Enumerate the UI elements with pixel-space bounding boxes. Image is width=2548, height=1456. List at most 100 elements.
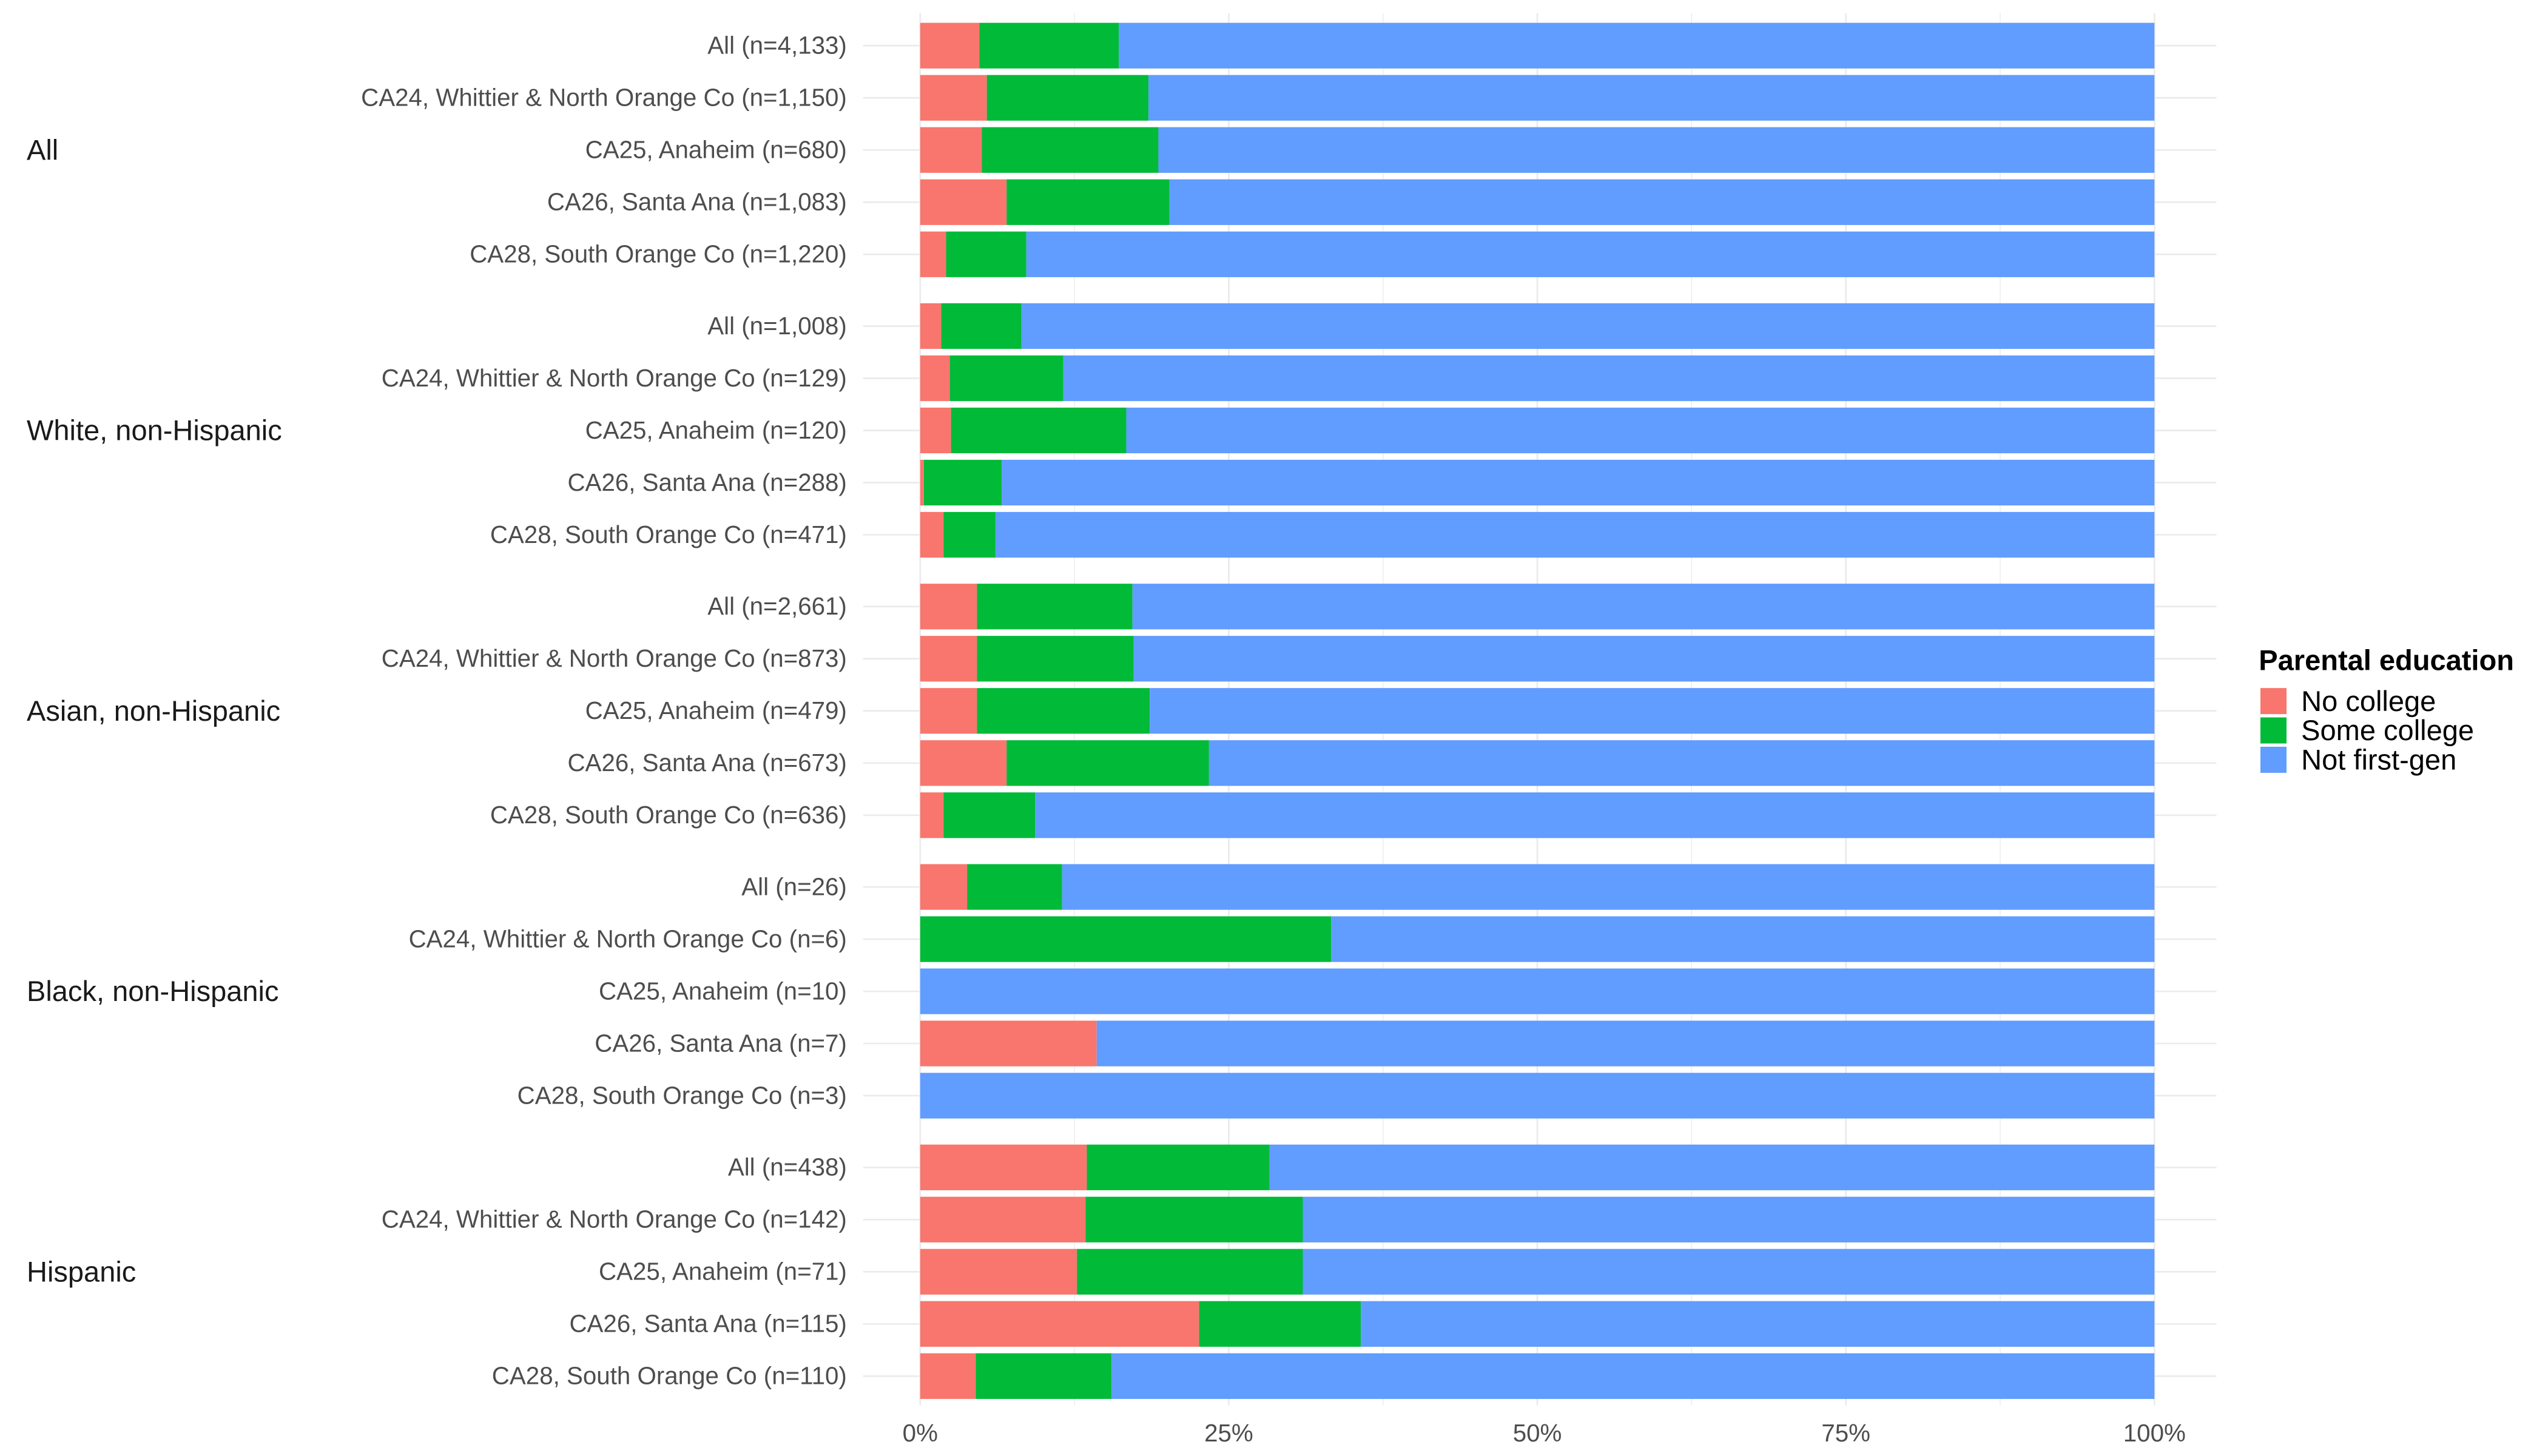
bar-segment-no-college (920, 1144, 1087, 1190)
legend-swatch (2260, 688, 2287, 715)
bar-segment-not-first-gen (1002, 459, 2155, 506)
bar-segment-not-first-gen (1303, 1196, 2155, 1242)
x-tick-label: 50% (1513, 1420, 1562, 1447)
bar-segment-not-first-gen (1063, 355, 2155, 402)
row-label: All (n=2,661) (707, 593, 847, 620)
bar-segment-some-college (1077, 1249, 1303, 1295)
bar-segment-not-first-gen (1096, 1020, 2155, 1067)
bar-segment-no-college (920, 459, 924, 506)
bar-segment-no-college (920, 1353, 976, 1399)
x-tick-label: 0% (903, 1420, 938, 1447)
bar-segment-not-first-gen (920, 1073, 2155, 1119)
bar-segment-no-college (920, 1020, 1097, 1067)
legend-entry: Some college (2301, 714, 2474, 746)
bar-segment-some-college (967, 864, 1062, 910)
bar-segment-not-first-gen (1148, 75, 2155, 121)
row-label: CA25, Anaheim (n=71) (599, 1258, 847, 1286)
row-label: CA28, South Orange Co (n=3) (517, 1082, 847, 1109)
row-label: CA25, Anaheim (n=479) (585, 697, 847, 724)
legend-title: Parental education (2259, 644, 2514, 676)
bar-segment-not-first-gen (1119, 22, 2155, 69)
bar-segment-no-college (920, 740, 1007, 786)
bar-segment-no-college (920, 1249, 1077, 1295)
bar-segment-no-college (920, 407, 951, 454)
row-label: CA28, South Orange Co (n=110) (492, 1363, 847, 1390)
bar-segment-some-college (1199, 1301, 1361, 1347)
bar-segment-some-college (941, 303, 1022, 349)
row-label: CA26, Santa Ana (n=288) (567, 469, 846, 496)
row-label: All (n=1,008) (707, 312, 847, 340)
bar-segment-not-first-gen (920, 968, 2155, 1014)
row-label: CA25, Anaheim (n=680) (585, 136, 847, 164)
bar-segment-some-college (1085, 1196, 1303, 1242)
x-axis: 0% 25% 50% 75% 100% (903, 1420, 2186, 1447)
bar-segment-not-first-gen (1158, 127, 2155, 173)
bar-segment-not-first-gen (1303, 1249, 2155, 1295)
bar-segment-no-college (920, 792, 944, 838)
x-tick-label: 100% (2123, 1420, 2186, 1447)
row-label: CA28, South Orange Co (n=471) (490, 521, 847, 548)
bar-segment-not-first-gen (1133, 636, 2155, 682)
bar-segment-some-college (976, 1353, 1112, 1399)
row-label: CA28, South Orange Co (n=1,220) (470, 241, 847, 268)
row-label: CA25, Anaheim (n=120) (585, 417, 847, 444)
legend-swatch (2260, 717, 2287, 744)
bar-segment-some-college (979, 22, 1119, 69)
bar-segment-some-college (1087, 1144, 1270, 1190)
bar-segment-not-first-gen (1111, 1353, 2155, 1399)
row-label: All (n=26) (741, 873, 847, 900)
bar-segment-some-college (923, 459, 1002, 506)
bar-segment-no-college (920, 688, 977, 734)
row-label: CA24, Whittier & North Orange Co (n=873) (382, 645, 847, 672)
bar-segment-no-college (920, 584, 977, 630)
bar-segment-some-college (946, 231, 1026, 277)
row-label: CA24, Whittier & North Orange Co (n=142) (382, 1206, 847, 1233)
row-label: CA25, Anaheim (n=10) (599, 977, 847, 1005)
bar-segment-some-college (1006, 179, 1170, 225)
bar-segment-not-first-gen (995, 511, 2155, 558)
bar-segment-no-college (920, 1196, 1086, 1242)
row-label: CA26, Santa Ana (n=7) (595, 1030, 847, 1057)
bar-segment-no-college (920, 75, 987, 121)
row-label: CA24, Whittier & North Orange Co (n=129) (382, 365, 847, 392)
bar-segment-no-college (920, 231, 946, 277)
bar-segment-not-first-gen (1208, 740, 2155, 786)
bar-segment-not-first-gen (1269, 1144, 2155, 1190)
bar-segment-some-college (1006, 740, 1209, 786)
row-labels: All (n=4,133) CA24, Whittier & North Oran… (27, 32, 847, 1390)
bar-segment-not-first-gen (1021, 303, 2155, 349)
x-tick-label: 75% (1821, 1420, 1870, 1447)
bar-segment-no-college (920, 511, 944, 558)
bar-segment-not-first-gen (1035, 792, 2155, 838)
bar-segment-no-college (920, 127, 982, 173)
group-label: White, non-Hispanic (27, 414, 282, 447)
row-label: All (n=4,133) (707, 32, 847, 59)
bar-segment-some-college (943, 511, 996, 558)
bars (920, 22, 2155, 1399)
bar-segment-some-college (920, 916, 1332, 962)
x-tick-label: 25% (1204, 1420, 1253, 1447)
bar-segment-some-college (977, 636, 1134, 682)
bar-segment-some-college (986, 75, 1149, 121)
legend-entry: Not first-gen (2301, 744, 2456, 776)
bar-segment-some-college (951, 407, 1127, 454)
bar-segment-some-college (977, 688, 1150, 734)
bar-segment-not-first-gen (1062, 864, 2155, 910)
bar-segment-no-college (920, 303, 942, 349)
group-label: All (27, 133, 58, 166)
group-label: Hispanic (27, 1255, 136, 1287)
group-label: Asian, non-Hispanic (27, 695, 280, 727)
bar-segment-not-first-gen (1026, 231, 2155, 277)
row-label: CA28, South Orange Co (n=636) (490, 801, 847, 829)
row-label: CA26, Santa Ana (n=1,083) (547, 189, 847, 216)
bar-segment-not-first-gen (1132, 584, 2155, 630)
bar-segment-not-first-gen (1150, 688, 2155, 734)
bar-segment-not-first-gen (1361, 1301, 2155, 1347)
row-label: CA24, Whittier & North Orange Co (n=6) (409, 925, 847, 952)
row-label: CA24, Whittier & North Orange Co (n=1,15… (361, 84, 847, 112)
bar-segment-some-college (977, 584, 1133, 630)
row-label: CA26, Santa Ana (n=673) (567, 749, 846, 777)
row-label: CA26, Santa Ana (n=115) (569, 1310, 846, 1338)
